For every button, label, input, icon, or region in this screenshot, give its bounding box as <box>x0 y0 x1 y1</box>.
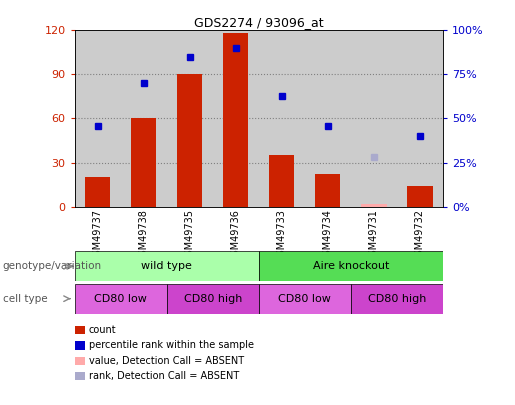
Bar <box>407 186 433 207</box>
Text: CD80 low: CD80 low <box>279 294 331 304</box>
Bar <box>131 119 157 207</box>
Text: CD80 high: CD80 high <box>368 294 426 304</box>
Title: GDS2274 / 93096_at: GDS2274 / 93096_at <box>194 16 323 29</box>
Text: CD80 high: CD80 high <box>183 294 242 304</box>
Text: cell type: cell type <box>3 294 47 304</box>
Bar <box>269 155 295 207</box>
Text: count: count <box>89 325 116 335</box>
Text: Aire knockout: Aire knockout <box>313 261 389 271</box>
Bar <box>167 284 259 314</box>
Text: percentile rank within the sample: percentile rank within the sample <box>89 341 253 350</box>
Text: rank, Detection Call = ABSENT: rank, Detection Call = ABSENT <box>89 371 239 381</box>
Bar <box>259 284 351 314</box>
Bar <box>361 204 387 207</box>
Bar <box>223 33 248 207</box>
Bar <box>85 177 110 207</box>
Bar <box>75 284 167 314</box>
Bar <box>75 251 259 281</box>
Text: genotype/variation: genotype/variation <box>3 261 101 271</box>
Text: wild type: wild type <box>141 261 192 271</box>
Text: value, Detection Call = ABSENT: value, Detection Call = ABSENT <box>89 356 244 366</box>
Bar <box>315 174 340 207</box>
Bar <box>259 251 443 281</box>
Bar <box>351 284 443 314</box>
Text: CD80 low: CD80 low <box>94 294 147 304</box>
Bar <box>177 75 202 207</box>
